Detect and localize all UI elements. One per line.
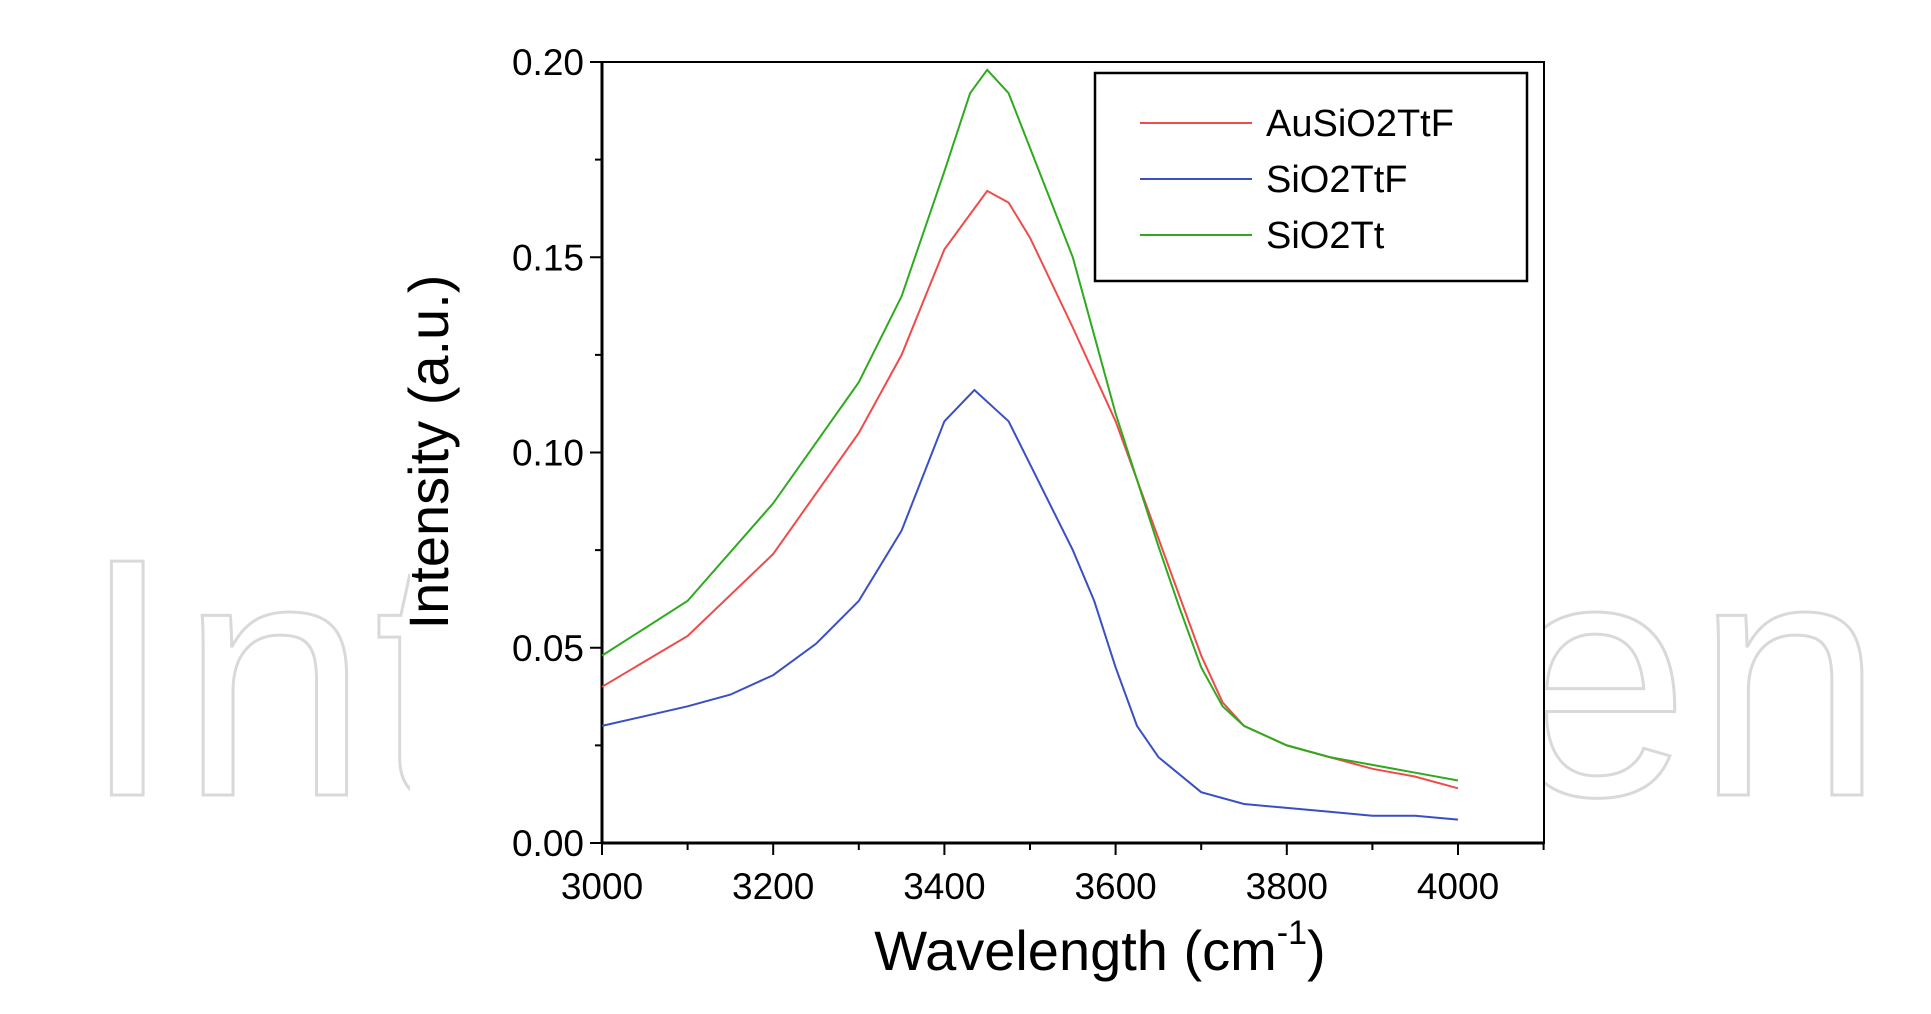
legend: AuSiO2TtF SiO2TtF SiO2Tt (1093, 71, 1529, 283)
y-tick-label: 0.20 (512, 42, 584, 83)
x-tick-label: 4000 (1417, 866, 1499, 907)
y-tick-label: 0.00 (512, 823, 584, 864)
legend-box (1093, 71, 1529, 283)
x-axis-title-close: ) (1307, 919, 1326, 982)
series-line-sio2tt (601, 68, 1459, 782)
legend-label-sio2tt: SiO2Tt (1266, 215, 1385, 257)
series-lines (601, 68, 1459, 821)
x-tick-label: 3200 (732, 866, 814, 907)
x-tick-label: 3000 (561, 866, 643, 907)
legend-label-sio2ttf: SiO2TtF (1266, 159, 1407, 201)
x-axis-title: Wavelength (cm-1) (874, 914, 1325, 982)
x-tick-label: 3800 (1246, 866, 1328, 907)
series-line-sio2ttf (601, 388, 1459, 821)
y-tick-label: 0.15 (512, 237, 584, 278)
x-tick-label: 3400 (903, 866, 985, 907)
x-axis-title-superscript: -1 (1277, 914, 1307, 952)
y-axis-title: Intensity (a.u.) (397, 275, 460, 630)
x-tick-label: 3600 (1074, 866, 1156, 907)
x-axis-title-main: Wavelength (cm (874, 919, 1277, 982)
legend-label-ausio2ttf: AuSiO2TtF (1266, 103, 1454, 145)
y-tick-label: 0.05 (512, 628, 584, 669)
y-tick-label: 0.10 (512, 433, 584, 474)
axes: 3000 3200 3400 3600 3800 4000 0.00 0.05 0.10 0.15… (512, 42, 1545, 907)
